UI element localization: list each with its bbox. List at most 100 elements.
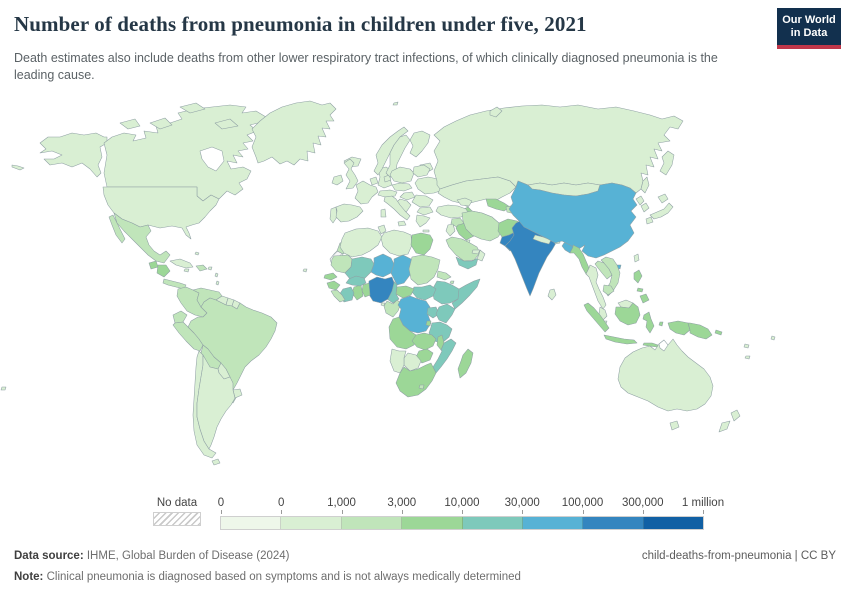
country-caucasus[interactable] xyxy=(456,197,473,207)
country-china[interactable] xyxy=(508,180,638,259)
country-senegal[interactable] xyxy=(323,272,338,281)
country-crete[interactable] xyxy=(422,229,430,233)
country-canada-arctic[interactable] xyxy=(119,118,141,130)
country-denmark[interactable] xyxy=(383,174,392,183)
country-eritrea[interactable] xyxy=(436,270,452,281)
country-burkina-faso[interactable] xyxy=(345,275,367,287)
country-sudan[interactable] xyxy=(408,254,441,286)
country-argentina[interactable] xyxy=(196,354,236,450)
legend-segment[interactable] xyxy=(462,517,523,529)
country-costa-rica-panama[interactable] xyxy=(162,278,187,290)
country-nigeria[interactable] xyxy=(367,276,395,304)
legend-segment[interactable] xyxy=(643,517,703,529)
country-romania[interactable] xyxy=(411,194,434,208)
country-south-sudan[interactable] xyxy=(411,284,437,301)
country-sulawesi[interactable] xyxy=(642,311,655,334)
country-gabon-congo[interactable] xyxy=(383,299,402,318)
country-moluccas[interactable] xyxy=(658,321,664,327)
country-uae[interactable] xyxy=(471,249,481,255)
country-cape-verde[interactable] xyxy=(302,268,308,273)
country-tasmania[interactable] xyxy=(669,420,680,431)
country-canada[interactable] xyxy=(103,104,267,202)
country-belarus[interactable] xyxy=(412,164,431,178)
legend-segment[interactable] xyxy=(221,517,282,529)
legend-segment[interactable] xyxy=(583,517,644,529)
country-new-britain[interactable] xyxy=(714,329,723,336)
country-guatemala[interactable] xyxy=(148,260,159,270)
country-greece[interactable] xyxy=(415,214,431,228)
country-lesotho[interactable] xyxy=(418,384,425,390)
country-aleutians[interactable] xyxy=(11,164,25,171)
country-ecuador[interactable] xyxy=(172,310,188,324)
legend-no-data[interactable]: No data xyxy=(153,497,201,526)
country-kamchatka[interactable] xyxy=(659,150,675,176)
country-portugal[interactable] xyxy=(329,206,338,224)
country-java[interactable] xyxy=(603,334,638,345)
country-canada-arctic[interactable] xyxy=(179,102,206,114)
country-sicily[interactable] xyxy=(397,220,407,227)
country-finland[interactable] xyxy=(409,130,431,158)
legend-segment[interactable] xyxy=(281,517,342,529)
country-ireland[interactable] xyxy=(331,174,344,186)
country-mozambique[interactable] xyxy=(432,338,457,374)
country-libya[interactable] xyxy=(380,229,413,257)
country-cuba[interactable] xyxy=(169,258,194,269)
country-egypt[interactable] xyxy=(410,232,434,256)
country-mexico[interactable] xyxy=(113,212,171,264)
country-peru[interactable] xyxy=(172,321,204,352)
country-new-zealand-north[interactable] xyxy=(730,409,741,422)
country-australia[interactable] xyxy=(617,338,714,412)
country-cambodia[interactable] xyxy=(602,284,615,296)
country-canada-arctic[interactable] xyxy=(214,118,239,130)
country-uk[interactable] xyxy=(343,158,359,190)
country-namibia[interactable] xyxy=(389,348,407,374)
country-new-caledonia[interactable] xyxy=(743,343,750,349)
footer-link[interactable]: child-deaths-from-pneumonia | CC BY xyxy=(641,550,836,562)
country-sumatra[interactable] xyxy=(583,302,610,333)
country-pacific-fragment[interactable] xyxy=(0,386,7,391)
country-south-africa[interactable] xyxy=(395,362,437,398)
country-spain[interactable] xyxy=(335,203,364,223)
country-rwanda-burundi[interactable] xyxy=(425,320,432,327)
no-data-swatch[interactable] xyxy=(153,512,201,526)
country-djibouti[interactable] xyxy=(449,280,455,285)
country-mindanao[interactable] xyxy=(639,293,650,304)
country-yemen[interactable] xyxy=(455,256,479,270)
country-vanuatu[interactable] xyxy=(770,335,776,341)
country-sardinia[interactable] xyxy=(380,208,387,218)
country-fiji[interactable] xyxy=(744,355,751,360)
country-iran[interactable] xyxy=(461,210,504,242)
country-myanmar[interactable] xyxy=(569,244,590,275)
country-jamaica[interactable] xyxy=(183,268,190,273)
country-brazil[interactable] xyxy=(187,297,278,404)
country-france[interactable] xyxy=(354,180,379,205)
legend-segment[interactable] xyxy=(341,517,403,529)
country-guinea[interactable] xyxy=(326,280,341,291)
legend-segment[interactable] xyxy=(522,517,584,529)
country-oman[interactable] xyxy=(476,249,486,262)
country-bulgaria[interactable] xyxy=(416,206,434,216)
country-canada-arctic[interactable] xyxy=(149,117,173,130)
country-hungary[interactable] xyxy=(399,191,416,201)
country-bahamas[interactable] xyxy=(194,251,200,256)
country-somalia[interactable] xyxy=(451,278,481,310)
country-japan-kyushu[interactable] xyxy=(645,216,654,225)
country-honduras-nicaragua[interactable] xyxy=(156,264,171,278)
country-austria-switzerland[interactable] xyxy=(377,189,398,198)
country-sri-lanka[interactable] xyxy=(547,288,557,301)
country-lesser-antilles[interactable] xyxy=(214,272,219,278)
country-lesser-antilles[interactable] xyxy=(215,280,220,286)
country-novaya-zemlya[interactable] xyxy=(489,106,503,118)
country-luzon[interactable] xyxy=(633,269,643,284)
country-visayas[interactable] xyxy=(636,287,644,293)
country-israel-jordan[interactable] xyxy=(445,223,456,237)
country-angola[interactable] xyxy=(388,316,417,350)
country-new-zealand-south[interactable] xyxy=(718,420,731,433)
country-japan-honshu[interactable] xyxy=(649,202,674,220)
country-north-korea[interactable] xyxy=(635,195,645,206)
country-papua-new-guinea[interactable] xyxy=(687,322,713,340)
country-drc[interactable] xyxy=(397,295,432,334)
country-greenland[interactable] xyxy=(251,100,337,166)
country-svalbard[interactable] xyxy=(392,101,399,106)
country-tunisia[interactable] xyxy=(377,224,387,235)
